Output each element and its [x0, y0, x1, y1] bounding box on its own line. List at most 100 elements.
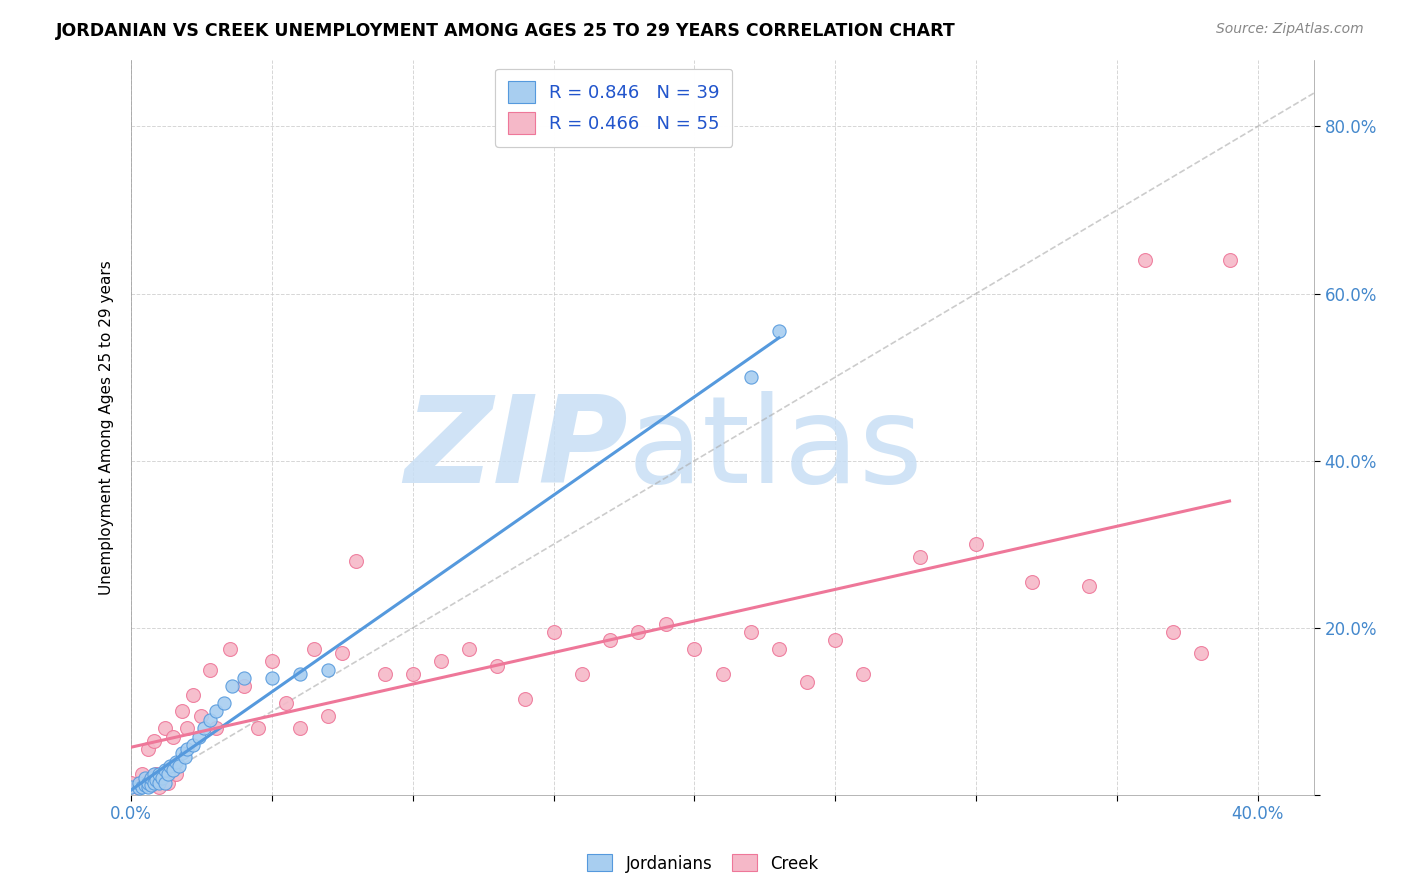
Point — [260, 671, 283, 685]
Point — [165, 755, 187, 769]
Text: ZIP: ZIP — [404, 391, 628, 508]
Point — [159, 759, 181, 773]
Point — [1133, 253, 1156, 268]
Point — [165, 767, 187, 781]
Point — [316, 663, 339, 677]
Point — [162, 730, 184, 744]
Point — [627, 625, 650, 640]
Point — [156, 767, 179, 781]
Point — [181, 738, 204, 752]
Point — [402, 666, 425, 681]
Point — [176, 742, 198, 756]
Point — [153, 775, 176, 789]
Point — [148, 767, 170, 781]
Point — [796, 675, 818, 690]
Point — [344, 554, 367, 568]
Text: Source: ZipAtlas.com: Source: ZipAtlas.com — [1216, 22, 1364, 37]
Point — [125, 780, 148, 794]
Point — [1189, 646, 1212, 660]
Point — [145, 767, 167, 781]
Point — [190, 708, 212, 723]
Point — [824, 633, 846, 648]
Point — [204, 705, 226, 719]
Point — [120, 780, 142, 794]
Point — [232, 671, 254, 685]
Point — [193, 721, 215, 735]
Point — [221, 680, 243, 694]
Point — [330, 646, 353, 660]
Point — [288, 721, 311, 735]
Point — [198, 713, 221, 727]
Point — [852, 666, 875, 681]
Point — [599, 633, 621, 648]
Point — [655, 616, 678, 631]
Point — [458, 641, 481, 656]
Point — [142, 775, 165, 789]
Point — [683, 641, 706, 656]
Point — [136, 742, 159, 756]
Point — [316, 708, 339, 723]
Text: JORDANIAN VS CREEK UNEMPLOYMENT AMONG AGES 25 TO 29 YEARS CORRELATION CHART: JORDANIAN VS CREEK UNEMPLOYMENT AMONG AG… — [56, 22, 956, 40]
Point — [142, 767, 165, 781]
Point — [142, 733, 165, 747]
Point — [187, 730, 209, 744]
Point — [212, 696, 235, 710]
Point — [711, 666, 734, 681]
Point — [288, 666, 311, 681]
Point — [139, 772, 162, 786]
Point — [302, 641, 325, 656]
Point — [768, 641, 790, 656]
Point — [162, 763, 184, 777]
Point — [218, 641, 240, 656]
Point — [173, 750, 195, 764]
Point — [1077, 579, 1099, 593]
Point — [167, 759, 190, 773]
Text: atlas: atlas — [628, 391, 924, 508]
Legend: R = 0.846   N = 39, R = 0.466   N = 55: R = 0.846 N = 39, R = 0.466 N = 55 — [495, 69, 733, 147]
Point — [170, 746, 193, 760]
Point — [170, 705, 193, 719]
Point — [232, 680, 254, 694]
Point — [148, 780, 170, 794]
Point — [145, 772, 167, 787]
Point — [486, 658, 509, 673]
Point — [1218, 253, 1240, 268]
Point — [908, 549, 931, 564]
Point — [128, 775, 150, 789]
Point — [965, 537, 987, 551]
Point — [134, 775, 156, 789]
Point — [176, 721, 198, 735]
Point — [181, 688, 204, 702]
Point — [139, 778, 162, 792]
Point — [430, 654, 453, 668]
Point — [515, 692, 537, 706]
Point — [153, 721, 176, 735]
Point — [373, 666, 395, 681]
Point — [543, 625, 565, 640]
Point — [274, 696, 297, 710]
Point — [1021, 574, 1043, 589]
Point — [136, 775, 159, 789]
Point — [120, 775, 142, 789]
Legend: Jordanians, Creek: Jordanians, Creek — [581, 847, 825, 880]
Point — [131, 767, 153, 781]
Point — [740, 625, 762, 640]
Point — [139, 772, 162, 786]
Point — [1161, 625, 1184, 640]
Point — [204, 721, 226, 735]
Point — [134, 778, 156, 792]
Point — [198, 663, 221, 677]
Point — [571, 666, 593, 681]
Point — [768, 324, 790, 338]
Point — [156, 775, 179, 789]
Point — [260, 654, 283, 668]
Point — [148, 775, 170, 789]
Point — [136, 780, 159, 794]
Point — [131, 780, 153, 794]
Point — [150, 772, 173, 786]
Point — [128, 781, 150, 796]
Y-axis label: Unemployment Among Ages 25 to 29 years: Unemployment Among Ages 25 to 29 years — [100, 260, 114, 595]
Point — [153, 763, 176, 777]
Point — [134, 772, 156, 786]
Point — [246, 721, 269, 735]
